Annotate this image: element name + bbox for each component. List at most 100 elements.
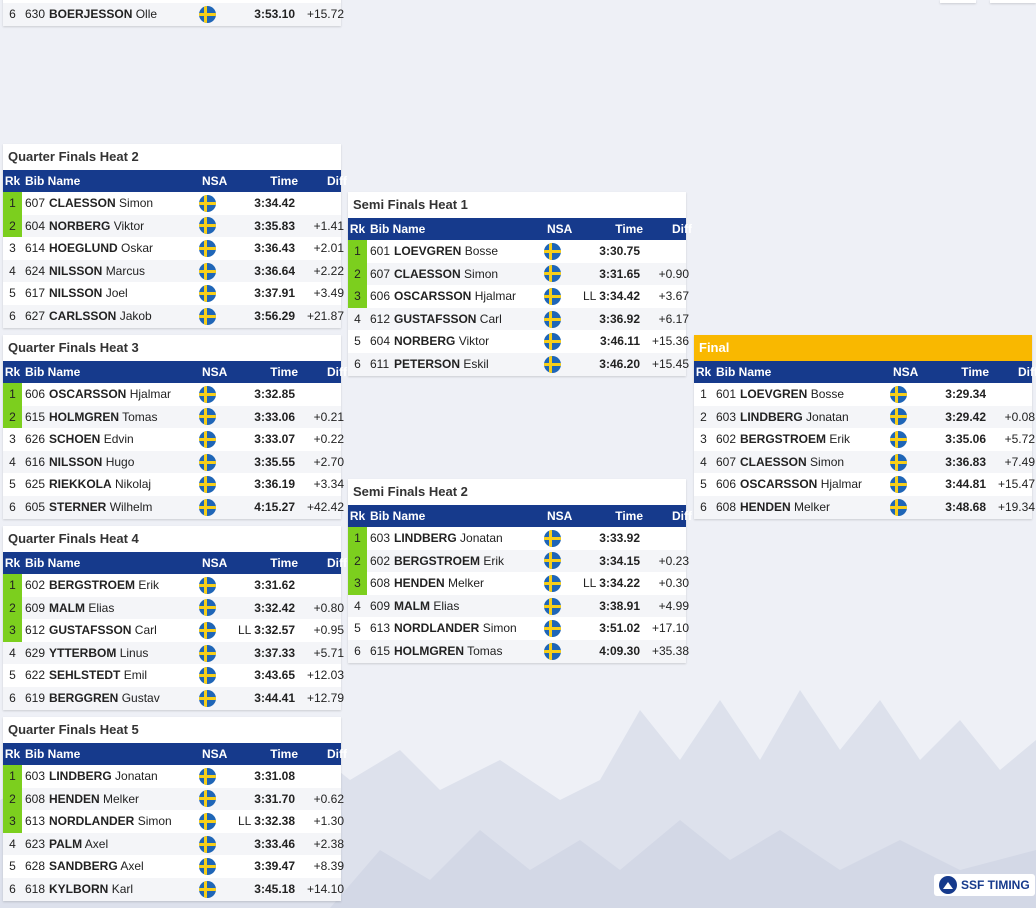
heat-title[interactable]: Semi Finals Heat 1 [348,192,686,218]
athlete-name[interactable]: LOEVGREN Bosse [740,383,890,406]
athlete-name[interactable]: NORDLANDER Simon [49,810,199,833]
athlete-name[interactable]: HENDEN Melker [394,572,544,595]
heat-title[interactable]: Quarter Finals Heat 3 [3,335,341,361]
athlete-name[interactable]: HOLMGREN Tomas [49,406,199,429]
result-row[interactable]: 2 603 LINDBERG Jonatan 3:29.42 +0.08 [694,405,1035,429]
result-row[interactable]: 3 614 HOEGLUND Oskar 3:36.43 +2.01 [3,237,344,260]
athlete-name[interactable]: LINDBERG Jonatan [740,406,890,429]
athlete-name[interactable]: YTTERBOM Linus [49,642,199,665]
result-row[interactable]: 5 628 SANDBERG Axel 3:39.47 +8.39 [3,855,344,878]
athlete-name[interactable]: MALM Elias [49,597,199,620]
athlete-name[interactable]: OSCARSSON Hjalmar [740,473,890,496]
result-row[interactable]: 4 629 YTTERBOM Linus 3:37.33 +5.71 [3,641,344,665]
result-row[interactable]: 3 606 OSCARSSON Hjalmar LL 3:34.42 +3.67 [348,285,689,308]
result-row[interactable]: 4 623 PALM Axel 3:33.46 +2.38 [3,832,344,856]
heat-title[interactable]: Final [694,335,1032,361]
bib-cell: 609 [370,598,391,613]
result-row[interactable]: 5 625 RIEKKOLA Nikolaj 3:36.19 +3.34 [3,473,344,496]
athlete-name[interactable]: CARLSSON Jakob [49,305,199,328]
athlete-name[interactable]: NORBERG Viktor [49,215,199,238]
result-row[interactable]: 2 604 NORBERG Viktor 3:35.83 +1.41 [3,214,344,238]
nsa-cell [544,595,580,618]
athlete-name[interactable]: OSCARSSON Hjalmar [394,285,544,308]
athlete-name[interactable]: SANDBERG Axel [49,855,199,878]
time-value: 3:37.33 [254,645,295,660]
athlete-name[interactable]: LOEVGREN Bosse [394,240,544,263]
athlete-name[interactable]: SEHLSTEDT Emil [49,664,199,687]
result-row[interactable]: 2 609 MALM Elias 3:32.42 +0.80 [3,596,344,620]
athlete-name[interactable]: CLAESSON Simon [394,263,544,286]
result-row[interactable]: 5621NORBERG Arvid3:44.28+6.90 [3,0,341,3]
athlete-name[interactable]: BOERJESSON Olle [49,3,199,26]
athlete-name[interactable]: HENDEN Melker [740,496,890,519]
athlete-name[interactable]: NILSSON Joel [49,282,199,305]
athlete-name[interactable]: SCHOEN Edvin [49,428,199,451]
result-row[interactable]: 4 607 CLAESSON Simon 3:36.83 +7.49 [694,450,1035,474]
result-row[interactable]: 5 622 SEHLSTEDT Emil 3:43.65 +12.03 [3,664,344,687]
result-row[interactable]: 3 602 BERGSTROEM Erik 3:35.06 +5.72 [694,428,1035,451]
result-row[interactable]: 1 603 LINDBERG Jonatan 3:33.92 [348,527,686,550]
result-row[interactable]: 6 608 HENDEN Melker 3:48.68 +19.34 [694,495,1035,519]
result-row[interactable]: 4 609 MALM Elias 3:38.91 +4.99 [348,594,689,618]
athlete-name[interactable]: PETERSON Eskil [394,353,544,376]
athlete-name[interactable]: CLAESSON Simon [49,192,199,215]
athlete-name[interactable]: HENDEN Melker [49,788,199,811]
result-row[interactable]: 6 611 PETERSON Eskil 3:46.20 +15.45 [348,352,689,376]
heat-title[interactable]: Semi Finals Heat 2 [348,479,686,505]
heat-title[interactable]: Quarter Finals Heat 4 [3,526,341,552]
athlete-name[interactable]: NILSSON Marcus [49,260,199,283]
athlete-name[interactable]: KYLBORN Karl [49,878,199,901]
result-row[interactable]: 5 613 NORDLANDER Simon 3:51.02 +17.10 [348,617,689,640]
result-row[interactable]: 2 602 BERGSTROEM Erik 3:34.15 +0.23 [348,549,689,573]
athlete-name[interactable]: BERGSTROEM Erik [394,550,544,573]
result-row[interactable]: 6 605 STERNER Wilhelm 4:15.27 +42.42 [3,495,344,519]
result-row[interactable]: 4 624 NILSSON Marcus 3:36.64 +2.22 [3,259,344,283]
result-row[interactable]: 3 613 NORDLANDER Simon LL 3:32.38 +1.30 [3,810,344,833]
result-row[interactable]: 2 607 CLAESSON Simon 3:31.65 +0.90 [348,262,689,286]
result-row[interactable]: 1 603 LINDBERG Jonatan 3:31.08 [3,765,341,788]
result-row[interactable]: 6 615 HOLMGREN Tomas 4:09.30 +35.38 [348,639,689,663]
athlete-name[interactable]: STERNER Wilhelm [49,496,199,519]
result-row[interactable]: 4 612 GUSTAFSSON Carl 3:36.92 +6.17 [348,307,689,331]
last-name: LOEVGREN [394,244,462,258]
result-row[interactable]: 4 616 NILSSON Hugo 3:35.55 +2.70 [3,450,344,474]
athlete-name[interactable]: OSCARSSON Hjalmar [49,383,199,406]
result-row[interactable]: 1 601 LOEVGREN Bosse 3:30.75 [348,240,686,263]
result-row[interactable]: 1 601 LOEVGREN Bosse 3:29.34 [694,383,1032,406]
result-row[interactable]: 5 617 NILSSON Joel 3:37.91 +3.49 [3,282,344,305]
ssf-timing-logo[interactable]: SSF TIMING [934,874,1035,896]
athlete-name[interactable]: LINDBERG Jonatan [394,527,544,550]
athlete-name[interactable]: PALM Axel [49,833,199,856]
result-row[interactable]: 2 615 HOLMGREN Tomas 3:33.06 +0.21 [3,405,344,429]
result-row[interactable]: 3 626 SCHOEN Edvin 3:33.07 +0.22 [3,428,344,451]
result-row[interactable]: 3 608 HENDEN Melker LL 3:34.22 +0.30 [348,572,689,595]
result-row[interactable]: 6 618 KYLBORN Karl 3:45.18 +14.10 [3,877,344,901]
result-row[interactable]: 6 627 CARLSSON Jakob 3:56.29 +21.87 [3,304,344,328]
result-row[interactable]: 1 602 BERGSTROEM Erik 3:31.62 [3,574,341,597]
lucky-loser-mark: LL [237,814,252,829]
athlete-name[interactable]: BERGGREN Gustav [49,687,199,710]
athlete-name[interactable]: GUSTAFSSON Carl [49,619,199,642]
result-row[interactable]: 5 606 OSCARSSON Hjalmar 3:44.81 +15.47 [694,473,1035,496]
result-row[interactable]: 5 604 NORBERG Viktor 3:46.11 +15.36 [348,330,689,353]
athlete-name[interactable]: CLAESSON Simon [740,451,890,474]
athlete-name[interactable]: LINDBERG Jonatan [49,765,199,788]
athlete-name[interactable]: NORBERG Viktor [394,330,544,353]
result-row[interactable]: 1 607 CLAESSON Simon 3:34.42 [3,192,341,215]
result-row[interactable]: 6 630 BOERJESSON Olle 3:53.10 +15.72 [3,2,344,26]
result-row[interactable]: 6 619 BERGGREN Gustav 3:44.41 +12.79 [3,686,344,710]
athlete-name[interactable]: RIEKKOLA Nikolaj [49,473,199,496]
athlete-name[interactable]: HOLMGREN Tomas [394,640,544,663]
athlete-name[interactable]: BERGSTROEM Erik [49,574,199,597]
heat-title[interactable]: Quarter Finals Heat 5 [3,717,341,743]
athlete-name[interactable]: MALM Elias [394,595,544,618]
athlete-name[interactable]: NORDLANDER Simon [394,617,544,640]
athlete-name[interactable]: NILSSON Hugo [49,451,199,474]
result-row[interactable]: 2 608 HENDEN Melker 3:31.70 +0.62 [3,787,344,811]
athlete-name[interactable]: HOEGLUND Oskar [49,237,199,260]
result-row[interactable]: 3 612 GUSTAFSSON Carl LL 3:32.57 +0.95 [3,619,344,642]
athlete-name[interactable]: BERGSTROEM Erik [740,428,890,451]
result-row[interactable]: 1 606 OSCARSSON Hjalmar 3:32.85 [3,383,341,406]
heat-title[interactable]: Quarter Finals Heat 2 [3,144,341,170]
athlete-name[interactable]: GUSTAFSSON Carl [394,308,544,331]
